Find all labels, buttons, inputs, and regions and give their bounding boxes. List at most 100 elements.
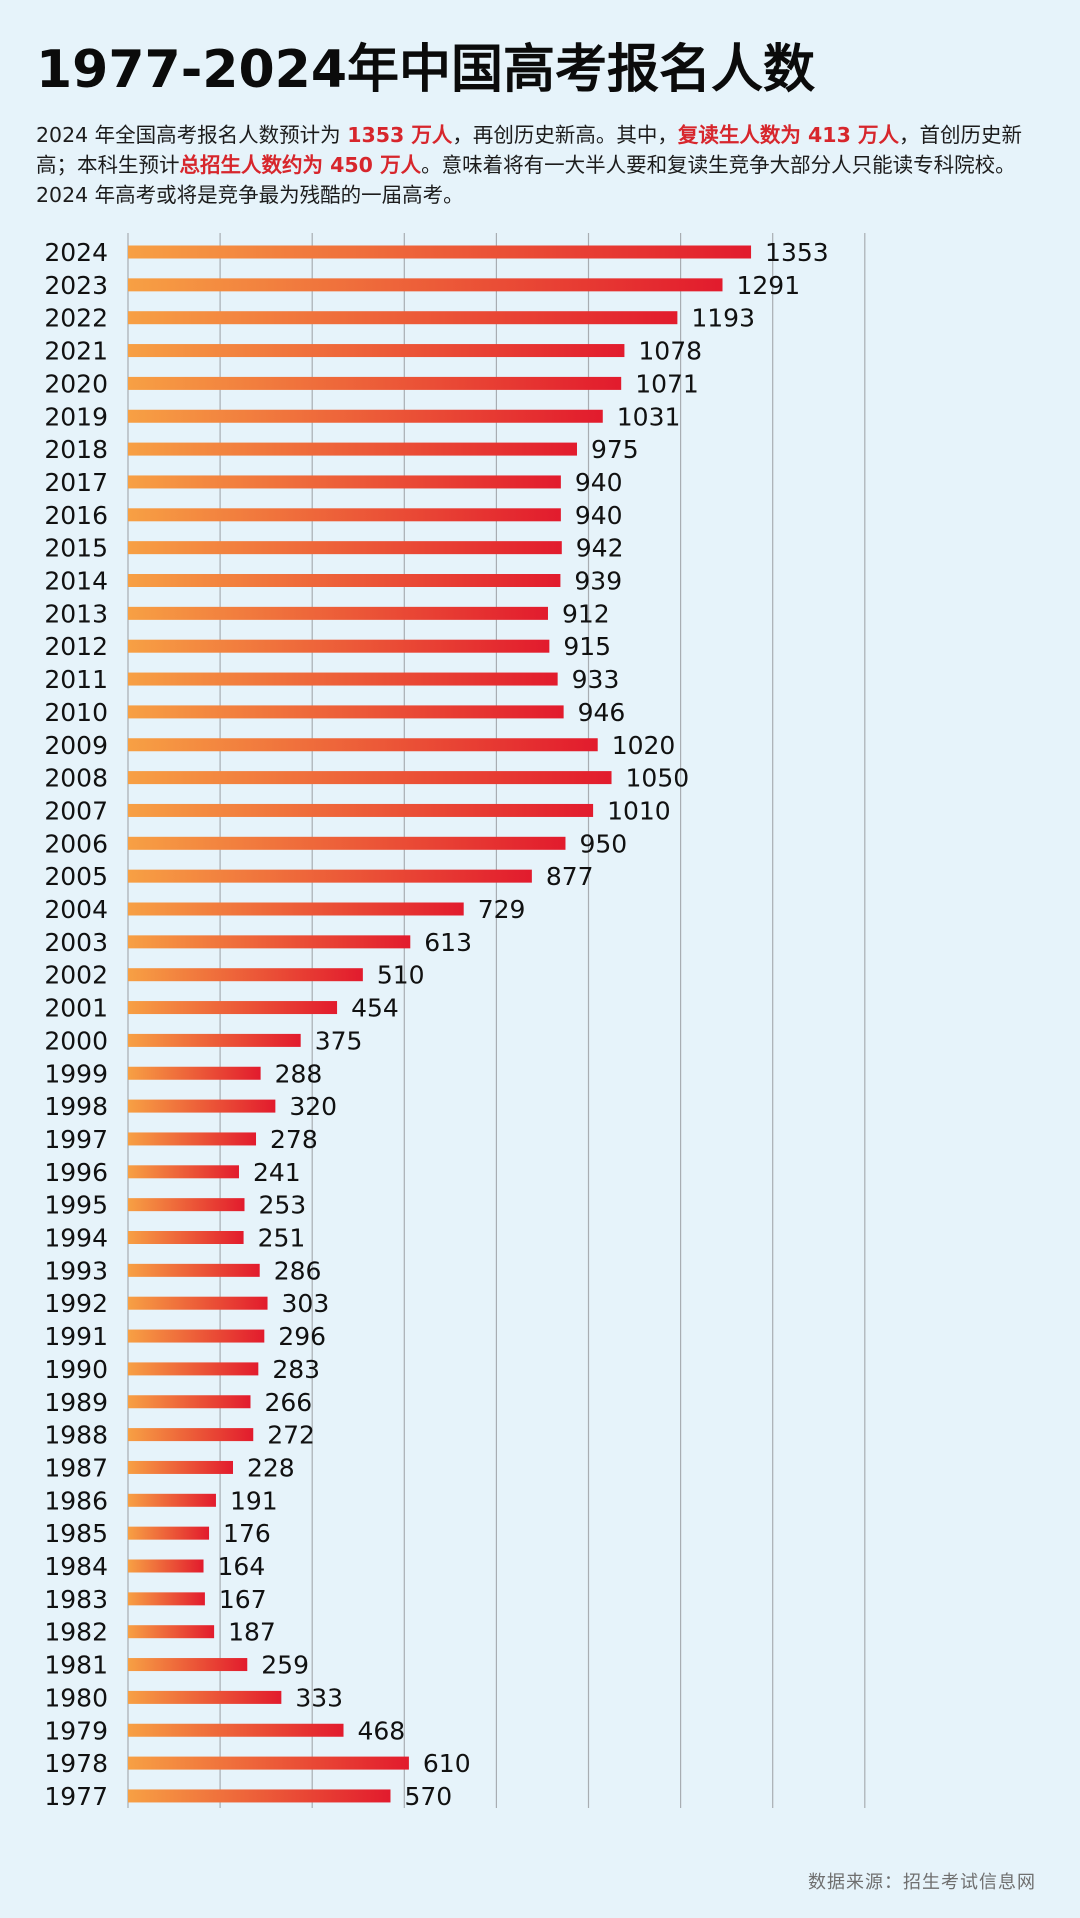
bar-1992 [128,1296,268,1310]
year-label-1978: 1978 [44,1749,108,1778]
value-label-2016: 940 [575,501,623,530]
bar-1989 [128,1395,251,1409]
year-label-1992: 1992 [44,1289,108,1318]
year-label-1999: 1999 [44,1059,108,1088]
bar-2017 [128,475,561,489]
value-label-1994: 251 [258,1224,306,1253]
value-label-2022: 1193 [691,304,755,333]
year-label-2004: 2004 [44,895,108,924]
value-label-1977: 570 [404,1782,452,1811]
bar-1990 [128,1362,259,1376]
year-label-2019: 2019 [44,402,108,431]
bar-1978 [128,1756,409,1770]
intro-text-1: 2024 年全国高考报名人数预计为 [36,123,348,147]
value-label-2006: 950 [579,829,627,858]
bar-1981 [128,1658,248,1672]
intro-highlight-total: 1353 万人 [347,123,453,147]
year-label-1997: 1997 [44,1125,108,1154]
value-label-2008: 1050 [626,764,690,793]
chart-title: 1977-2024年中国高考报名人数 [36,40,816,100]
year-label-2001: 2001 [44,994,108,1023]
bar-1979 [128,1723,344,1737]
value-label-2010: 946 [578,698,626,727]
year-label-1993: 1993 [44,1256,108,1285]
bar-2001 [128,1001,338,1015]
value-label-2023: 1291 [737,271,801,300]
year-label-1982: 1982 [44,1618,108,1647]
year-label-2012: 2012 [44,632,108,661]
bar-2008 [128,771,612,785]
bar-2006 [128,836,566,850]
intro-text-3: ，首创历史新高；本科生预计 [36,123,1022,177]
year-label-1980: 1980 [44,1683,108,1712]
bar-1985 [128,1526,210,1540]
bar-2004 [128,902,464,916]
year-label-2023: 2023 [44,271,108,300]
value-label-1981: 259 [261,1651,309,1680]
bar-chart: 2024 2023 2022 2021 2020 2019 2018 2017 2016 2015… [44,233,866,1811]
year-label-2005: 2005 [44,862,108,891]
value-label-1983: 167 [219,1585,267,1614]
value-label-2024: 1353 [765,238,829,267]
value-label-2003: 613 [424,928,472,957]
bar-1995 [128,1198,245,1212]
year-label-2021: 2021 [44,337,108,366]
year-label-2006: 2006 [44,829,108,858]
year-label-1991: 1991 [44,1322,108,1351]
value-label-2002: 510 [377,961,425,990]
value-label-1987: 228 [247,1453,295,1482]
value-label-2005: 877 [546,862,594,891]
value-label-2009: 1020 [612,731,676,760]
intro-paragraph: 2024 年全国高考报名人数预计为 1353 万人，再创历史新高。其中，复读生人… [36,120,1041,210]
year-label-2010: 2010 [44,698,108,727]
bar-2009 [128,738,598,752]
year-label-2002: 2002 [44,961,108,990]
year-label-2018: 2018 [44,435,108,464]
value-label-1989: 266 [264,1388,312,1417]
value-label-1993: 286 [274,1256,322,1285]
value-label-2020: 1071 [635,369,699,398]
value-label-1992: 303 [282,1289,330,1318]
value-label-2019: 1031 [617,402,681,431]
bar-2014 [128,574,561,587]
value-label-2014: 939 [574,567,622,596]
bar-2007 [128,803,594,817]
bar-2023 [128,278,723,292]
bar-1996 [128,1165,239,1179]
year-label-1985: 1985 [44,1519,108,1548]
year-label-1988: 1988 [44,1421,108,1450]
year-label-1981: 1981 [44,1651,108,1680]
bar-1980 [128,1690,282,1704]
value-label-1985: 176 [223,1519,271,1548]
bar-1987 [128,1460,233,1474]
year-label-2024: 2024 [44,238,108,267]
bar-1988 [128,1428,254,1442]
value-label-2001: 454 [351,994,399,1023]
year-label-1996: 1996 [44,1158,108,1187]
intro-highlight-repeat: 复读生人数为 413 万人 [677,123,899,147]
data-source: 数据来源：招生考试信息网 [808,1872,1036,1893]
value-label-2013: 912 [562,599,610,628]
year-label-1986: 1986 [44,1486,108,1515]
year-label-2013: 2013 [44,599,108,628]
bar-2020 [128,376,622,390]
bar-1999 [128,1066,261,1080]
year-label-2022: 2022 [44,304,108,333]
value-label-1997: 278 [270,1125,318,1154]
value-label-1991: 296 [278,1322,326,1351]
bar-1986 [128,1493,216,1507]
value-label-2011: 933 [572,665,620,694]
bars [128,245,752,1803]
year-labels: 2024 2023 2022 2021 2020 2019 2018 2017 2016 2015… [44,238,108,1811]
bar-1997 [128,1132,257,1146]
year-label-2016: 2016 [44,501,108,530]
year-label-2003: 2003 [44,928,108,957]
year-label-2007: 2007 [44,796,108,825]
value-label-1982: 187 [228,1618,276,1647]
intro-text-4: 。意味着将有一大半人要和复读生竞争大部分人只能读专科院校。2024 年高考或将是… [36,153,1016,207]
bar-2022 [128,311,678,325]
value-label-2015: 942 [576,534,624,563]
bar-2010 [128,705,564,719]
bar-2011 [128,672,558,686]
bar-2018 [128,442,577,456]
